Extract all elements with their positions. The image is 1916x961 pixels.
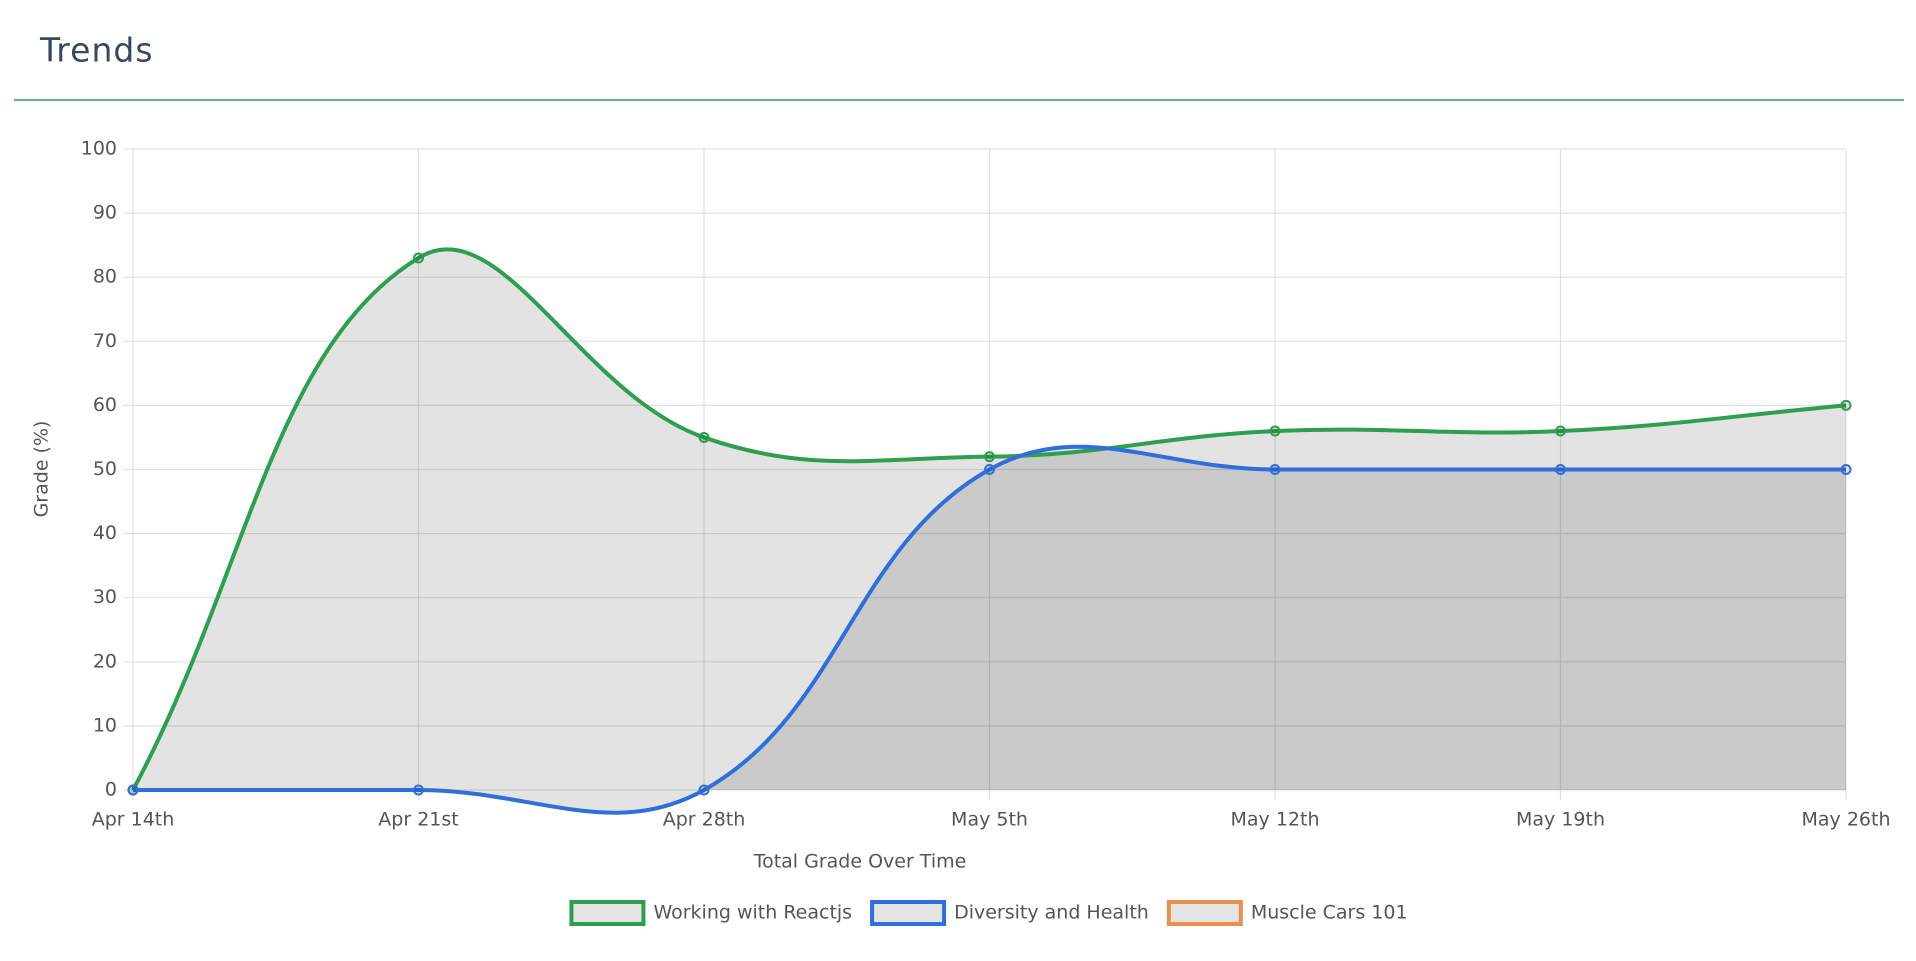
- area-fill: [133, 446, 1846, 813]
- y-tick-label: 20: [93, 650, 117, 672]
- x-tick-label: Apr 21st: [378, 809, 458, 831]
- legend-swatch: [870, 900, 947, 926]
- x-tick-label: Apr 28th: [663, 809, 746, 831]
- page-title: Trends: [39, 31, 154, 70]
- y-tick-label: 50: [93, 458, 117, 480]
- data-point: [1840, 399, 1852, 411]
- data-point: [413, 252, 424, 264]
- x-tick-label: Apr 14th: [92, 809, 175, 831]
- legend-item: Muscle Cars 101: [1166, 900, 1408, 926]
- y-axis-label: Grade (%): [31, 421, 53, 518]
- data-point: [1269, 464, 1281, 475]
- y-tick-label: 90: [93, 202, 117, 224]
- data-point: [698, 784, 710, 796]
- legend-swatch: [569, 900, 646, 926]
- x-tick-label: May 19th: [1516, 809, 1605, 831]
- data-point: [698, 431, 710, 443]
- data-point: [1269, 425, 1281, 437]
- data-point: [984, 464, 995, 475]
- y-tick-label: 60: [93, 394, 117, 416]
- x-tick-label: May 12th: [1231, 809, 1320, 831]
- data-point: [1840, 464, 1852, 475]
- legend: Working with Reactjs Diversity and Health…: [569, 900, 1408, 926]
- data-point: [984, 451, 995, 463]
- y-tick-label: 80: [93, 266, 117, 288]
- area-fill: [133, 249, 1846, 790]
- data-point: [127, 784, 139, 796]
- legend-label: Diversity and Health: [954, 902, 1149, 924]
- y-tick-label: 40: [93, 522, 117, 544]
- legend-label: Working with Reactjs: [653, 902, 852, 924]
- data-point: [1555, 464, 1566, 475]
- data-point: [1555, 425, 1566, 437]
- y-tick-label: 0: [105, 779, 117, 801]
- x-tick-label: May 5th: [951, 809, 1028, 831]
- series-line: [131, 247, 1847, 791]
- y-tick-label: 70: [93, 330, 117, 352]
- data-point: [413, 784, 424, 796]
- x-axis-label: Total Grade Over Time: [753, 851, 967, 873]
- y-tick-label: 100: [81, 138, 117, 160]
- x-tick-label: May 26th: [1802, 809, 1891, 831]
- y-tick-label: 10: [93, 714, 117, 736]
- y-tick-label: 30: [93, 586, 117, 608]
- legend-label: Muscle Cars 101: [1251, 902, 1408, 924]
- legend-item: Working with Reactjs: [569, 900, 852, 926]
- legend-swatch: [1166, 900, 1243, 926]
- legend-item: Diversity and Health: [870, 900, 1149, 926]
